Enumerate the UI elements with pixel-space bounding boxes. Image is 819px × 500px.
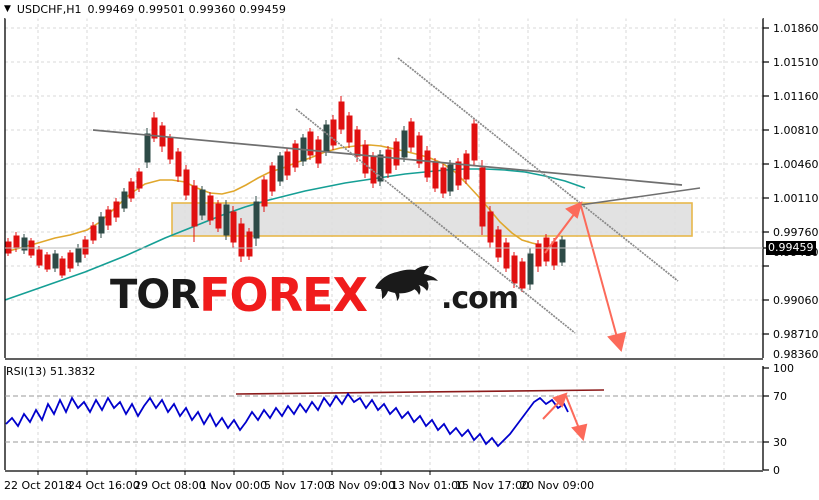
time-tick-1: 24 Oct 16:00 (68, 479, 140, 492)
price-tick-8: 0.99060 (773, 294, 819, 307)
price-axis-ticks (763, 27, 769, 335)
price-tick-6: 0.99760 (773, 226, 819, 239)
ascending-channel-line (579, 187, 701, 206)
time-tick-3: 1 Nov 00:00 (200, 479, 267, 492)
forecast-down-arrow-line (580, 205, 619, 342)
time-grid-rsi (37, 366, 725, 470)
time-tick-4: 5 Nov 17:00 (264, 479, 331, 492)
rsi-forecast-down-head (571, 423, 588, 442)
ascending-support-trendline (92, 129, 683, 186)
time-tick-5: 8 Nov 09:00 (328, 479, 395, 492)
time-axis-labels: 22 Oct 2018 24 Oct 16:00 29 Oct 08:00 1 … (4, 479, 594, 492)
rsi-axis-ticks (763, 367, 769, 471)
time-tick-7: 15 Nov 17:00 (455, 479, 529, 492)
rsi-axis-labels: 100 70 30 0 (773, 362, 794, 477)
rsi-tick-30: 30 (773, 436, 787, 449)
rsi-resistance-line (235, 389, 605, 395)
rsi-line (5, 392, 569, 448)
price-tick-10: 0.98360 (773, 348, 819, 361)
triangle-down-icon[interactable]: ▼ (4, 3, 11, 14)
forecast-up-arrow-head (565, 201, 583, 219)
current-price-badge: 0.99459 (766, 241, 816, 255)
candlestick-series (5, 96, 566, 292)
price-forecast-arrows (544, 201, 627, 353)
rsi-tick-70: 70 (773, 390, 787, 403)
forecast-up-arrow-line (544, 208, 579, 254)
descending-resistance-trendline-2 (295, 108, 576, 334)
trendlines (92, 57, 701, 334)
chart-header: ▼ USDCHF,H1 0.99469 0.99501 0.99360 0.99… (4, 2, 286, 16)
time-tick-2: 29 Oct 08:00 (134, 479, 206, 492)
rsi-forecast-up-head (552, 392, 568, 408)
rsi-forecast-down-line (565, 395, 581, 432)
price-tick-3: 1.00810 (773, 124, 819, 137)
price-tick-5: 1.00110 (773, 192, 819, 205)
price-tick-4: 1.00460 (773, 158, 819, 171)
price-tick-0: 1.01860 (773, 22, 819, 35)
ma-slow-line (4, 168, 586, 301)
price-tick-1: 1.01510 (773, 56, 819, 69)
forecast-down-arrow-head (607, 331, 627, 353)
price-tick-2: 1.01160 (773, 90, 819, 103)
time-axis-ticks (37, 471, 431, 475)
rsi-tick-0: 0 (773, 464, 780, 477)
price-grid (5, 27, 763, 335)
rsi-indicator-label: RSI(13) 51.3832 (6, 365, 96, 378)
rsi-forecast-arrows (542, 392, 588, 442)
time-tick-0: 22 Oct 2018 (4, 479, 72, 492)
symbol-label: USDCHF,H1 (16, 2, 82, 16)
rsi-tick-100: 100 (773, 362, 794, 375)
time-tick-8: 20 Nov 09:00 (520, 479, 594, 492)
ohlc-values: 0.99469 0.99501 0.99360 0.99459 (87, 2, 287, 16)
descending-resistance-trendline-1 (397, 57, 679, 282)
price-tick-9: 0.98710 (773, 328, 819, 341)
time-tick-6: 13 Nov 01:00 (391, 479, 465, 492)
rsi-panel: 100 70 30 0 (4, 362, 794, 477)
price-axis-labels: 1.01860 1.01510 1.01160 1.00810 1.00460 … (773, 22, 819, 361)
